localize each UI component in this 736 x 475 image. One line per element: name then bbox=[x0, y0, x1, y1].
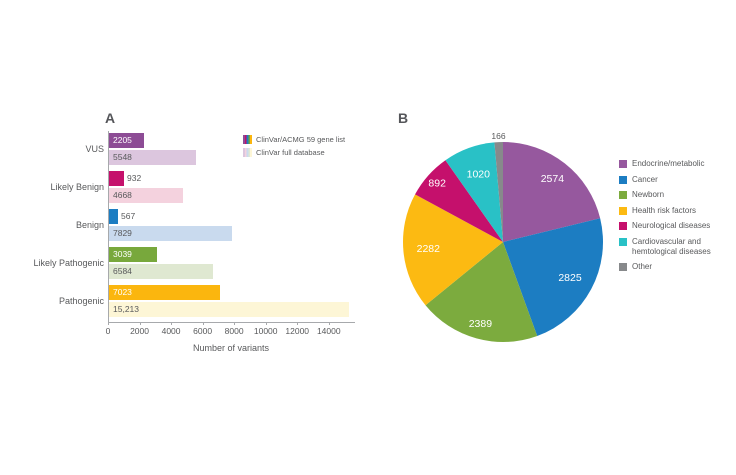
pie-chart: 2574 2825 2389 2282 892 1020 166 bbox=[402, 131, 604, 343]
bar-fulldb-pathogenic: 15,213 bbox=[109, 302, 349, 317]
x-tick-mark bbox=[297, 322, 299, 325]
pie-slice-newborn bbox=[425, 242, 538, 343]
bar-acmg-benign: 567 bbox=[109, 209, 135, 224]
bar-value-label: 2205 bbox=[113, 135, 132, 145]
bar-value-label: 3039 bbox=[113, 249, 132, 259]
x-tick-mark bbox=[139, 322, 141, 325]
legend-label: ClinVar/ACMG 59 gene list bbox=[256, 135, 346, 144]
legend-item-full-db: ClinVar full database bbox=[243, 146, 345, 159]
legend-item: Other bbox=[619, 262, 736, 272]
bar-acmg-vus: 2205 bbox=[109, 133, 144, 148]
pie-slice-cancer bbox=[503, 218, 604, 336]
x-tick-label: 8000 bbox=[224, 326, 244, 336]
legend-item: Newborn bbox=[619, 190, 736, 200]
legend-item: Cardiovascular and hemtological diseases bbox=[619, 237, 736, 256]
bar-fulldb-likely-pathogenic: 6584 bbox=[109, 264, 213, 279]
pie-value-label: 2574 bbox=[541, 173, 565, 185]
bar-fulldb-likely-benign: 4668 bbox=[109, 188, 183, 203]
panel-a-label: A bbox=[105, 110, 116, 126]
pie-value-label: 1020 bbox=[467, 168, 491, 180]
color-swatch-icon bbox=[619, 237, 627, 246]
legend-label: Newborn bbox=[632, 190, 665, 200]
legend-label: Cardiovascular and hemtological diseases bbox=[632, 236, 711, 256]
pie-slice-neurological bbox=[415, 160, 503, 242]
bar-acmg-pathogenic: 7023 bbox=[109, 285, 220, 300]
x-tick-mark bbox=[171, 322, 173, 325]
bar-acmg-likely-pathogenic: 3039 bbox=[109, 247, 157, 262]
bar-chart-legend: ClinVar/ACMG 59 gene list ClinVar full d… bbox=[243, 133, 345, 159]
pie-value-label: 2282 bbox=[417, 243, 441, 255]
legend-item: Health risk factors bbox=[619, 206, 736, 216]
legend-label: Neurological diseases bbox=[632, 221, 711, 231]
bar-acmg-likely-benign: 932 bbox=[109, 171, 141, 186]
x-tick-label: 0 bbox=[105, 326, 111, 336]
category-label: Pathogenic bbox=[58, 296, 104, 306]
pie-slice-health bbox=[402, 194, 503, 306]
pie-value-label: 892 bbox=[428, 178, 446, 190]
pie-chart-legend: Endocrine/metabolic Cancer Newborn Health r… bbox=[619, 159, 736, 278]
legend-label: Other bbox=[632, 262, 653, 272]
category-label: Benign bbox=[75, 220, 104, 230]
bar-value-label: 6584 bbox=[113, 266, 132, 276]
x-tick-label: 12000 bbox=[285, 326, 310, 336]
bar-fulldb-benign: 7829 bbox=[109, 226, 232, 241]
x-tick-label: 14000 bbox=[316, 326, 341, 336]
bar-value-label: 567 bbox=[121, 211, 136, 221]
x-tick-mark bbox=[265, 322, 267, 325]
x-tick-mark bbox=[328, 322, 330, 325]
x-tick-label: 10000 bbox=[253, 326, 278, 336]
category-label: VUS bbox=[85, 144, 104, 154]
x-tick-mark bbox=[202, 322, 204, 325]
bar-value-label: 7023 bbox=[113, 287, 132, 297]
pie-slice-cardiovascular bbox=[445, 142, 503, 242]
x-tick-label: 2000 bbox=[130, 326, 149, 336]
bar-fulldb-vus: 5548 bbox=[109, 150, 196, 165]
x-axis-label: Number of variants bbox=[192, 343, 270, 353]
legend-item: Neurological diseases bbox=[619, 221, 736, 231]
color-swatch-icon bbox=[619, 206, 627, 215]
pie-value-label: 166 bbox=[491, 131, 505, 141]
panel-b-label: B bbox=[398, 110, 409, 126]
legend-item-acmg: ClinVar/ACMG 59 gene list bbox=[243, 133, 345, 146]
bar-value-label: 4668 bbox=[113, 190, 132, 200]
color-swatch-icon bbox=[619, 222, 627, 231]
pie-slice-endocrine-metabolic bbox=[503, 142, 601, 242]
bar-value-label: 932 bbox=[127, 173, 142, 183]
color-swatch-icon bbox=[619, 160, 627, 168]
legend-label: Health risk factors bbox=[632, 205, 697, 215]
legend-item: Endocrine/metabolic bbox=[619, 159, 736, 169]
legend-label: Cancer bbox=[632, 174, 658, 184]
striped-swatch-light-icon bbox=[243, 148, 252, 157]
color-swatch-icon bbox=[619, 191, 627, 200]
bar-value-label: 15,213 bbox=[113, 304, 139, 314]
pie-value-label: 2825 bbox=[558, 272, 582, 284]
x-tick-mark bbox=[108, 322, 109, 325]
legend-label: ClinVar full database bbox=[256, 148, 325, 157]
category-label: Likely Benign bbox=[50, 182, 104, 192]
x-tick-mark bbox=[234, 322, 236, 325]
color-swatch-icon bbox=[619, 175, 627, 184]
bar-chart-plot-area: 2205 5548 932 4668 567 7829 3039 6584 7023 15,213 bbox=[108, 131, 355, 323]
pie-slice-other bbox=[494, 142, 503, 242]
pie-value-label: 2389 bbox=[469, 318, 493, 330]
legend-item: Cancer bbox=[619, 175, 736, 185]
color-swatch-icon bbox=[619, 263, 627, 272]
striped-swatch-icon bbox=[243, 135, 252, 144]
x-tick-label: 6000 bbox=[193, 326, 213, 336]
bar-value-label: 5548 bbox=[113, 152, 132, 162]
legend-label: Endocrine/metabolic bbox=[632, 159, 705, 168]
category-label: Likely Pathogenic bbox=[33, 258, 104, 268]
bar-value-label: 7829 bbox=[113, 228, 132, 238]
x-tick-label: 4000 bbox=[161, 326, 181, 336]
